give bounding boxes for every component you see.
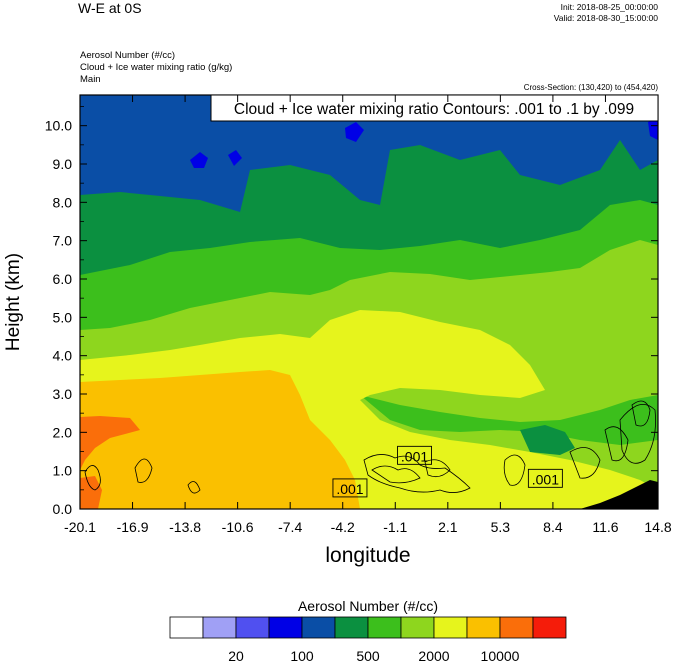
contour-line	[187, 481, 201, 494]
y-tick-label: 1.0	[53, 463, 73, 479]
y-tick-label: 3.0	[53, 386, 73, 402]
valid-time: Valid: 2018-08-30_15:00:00	[553, 13, 658, 23]
field-patch-blue-2	[228, 150, 242, 166]
colorbar-label: 10000	[481, 648, 520, 664]
contour-label-box	[332, 478, 368, 498]
colorbar-swatch	[169, 616, 204, 639]
y-tick-label: 6.0	[53, 271, 73, 287]
contour-line	[503, 454, 526, 486]
contour-labels: .001 .001 .001	[332, 445, 563, 498]
colorbar-swatch	[532, 616, 567, 639]
terrain	[580, 480, 658, 509]
x-tick-label: -1.1	[383, 519, 407, 535]
y-tick-label: 2.0	[53, 424, 73, 440]
y-axis-label: Height (km)	[3, 253, 24, 351]
colorbar-swatch	[235, 616, 270, 639]
contour-line	[604, 426, 629, 462]
x-tick-label: -16.9	[117, 519, 149, 535]
colorbar-swatch	[499, 616, 534, 639]
x-tick-label: -10.6	[222, 519, 254, 535]
x-tick-label: 5.3	[491, 519, 511, 535]
x-tick-label: -13.8	[169, 519, 201, 535]
x-tick-label: -4.2	[331, 519, 355, 535]
field-patch-blue-1	[190, 152, 208, 168]
contour-line	[371, 465, 421, 484]
colorbar-swatch	[433, 616, 468, 639]
x-tick-label: 14.8	[644, 519, 671, 535]
y-tick-label: 0.0	[53, 501, 73, 517]
x-axis-label: longitude	[325, 544, 410, 567]
contour-label: .001	[336, 481, 363, 497]
contour-line	[424, 459, 451, 478]
field-description-main: Main	[80, 74, 101, 85]
contour-info-text: Cloud + Ice water mixing ratio Contours:…	[234, 101, 634, 118]
y-tick-label: 9.0	[53, 156, 73, 172]
plot-title: W-E at 0S	[78, 0, 142, 16]
colorbar-title: Aerosol Number (#/cc)	[298, 598, 438, 614]
colorbar-swatch	[466, 616, 501, 639]
colorbar-swatch	[268, 616, 303, 639]
x-tick-label: -20.1	[64, 519, 96, 535]
contour-label-box	[527, 468, 563, 488]
colorbar: 20 100 500 2000 10000	[169, 616, 567, 664]
y-tick-label: 8.0	[53, 194, 73, 210]
field-patch-blue-3	[345, 122, 364, 142]
cross-section-label: Cross-Section: (130,420) to (454,420)	[523, 83, 658, 92]
colorbar-label: 100	[290, 648, 314, 664]
field-band-orange-low	[80, 476, 102, 509]
contour-line	[134, 458, 153, 483]
colorbar-swatch	[202, 616, 237, 639]
init-time: Init: 2018-08-25_00:00:00	[560, 2, 658, 12]
x-tick-label: -7.4	[278, 519, 302, 535]
field-band-dark-green-pocket	[520, 425, 575, 455]
y-tick-label: 5.0	[53, 309, 73, 325]
contour-line	[569, 447, 601, 479]
aerosol-field	[80, 95, 658, 509]
field-band-medium-green-tongue	[360, 395, 658, 445]
x-tick-label: 11.6	[592, 519, 618, 535]
contour-label-box	[397, 445, 432, 465]
colorbar-swatch	[400, 616, 435, 639]
y-tick-label: 10.0	[45, 118, 72, 134]
colorbar-swatch	[367, 616, 402, 639]
field-description-cloud: Cloud + Ice water mixing ratio (g/kg)	[80, 62, 233, 73]
field-patch-blue-4	[648, 118, 658, 140]
y-tick-label: 4.0	[53, 348, 73, 364]
colorbar-swatch	[301, 616, 336, 639]
contour-line	[84, 465, 101, 491]
colorbar-label: 500	[356, 648, 380, 664]
y-tick-label: 7.0	[53, 233, 73, 249]
cloud-contours	[84, 400, 656, 494]
contour-line	[619, 403, 656, 464]
x-tick-label: 8.4	[543, 519, 563, 535]
contour-line	[631, 400, 651, 427]
contour-label: .001	[532, 471, 559, 487]
colorbar-swatch	[334, 616, 369, 639]
colorbar-label: 2000	[418, 648, 449, 664]
axes: -20.1 -16.9 -13.8 -10.6 -7.4 -4.2 -1.1 2.1 5.3 8.…	[45, 95, 672, 535]
field-band-orange	[80, 416, 140, 470]
contour-info-box	[210, 94, 659, 122]
contour-label: .001	[401, 448, 428, 464]
x-tick-label: 2.1	[438, 519, 458, 535]
contour-line	[363, 454, 471, 493]
field-description-aerosol: Aerosol Number (#/cc)	[80, 50, 176, 61]
colorbar-label: 20	[228, 648, 244, 664]
